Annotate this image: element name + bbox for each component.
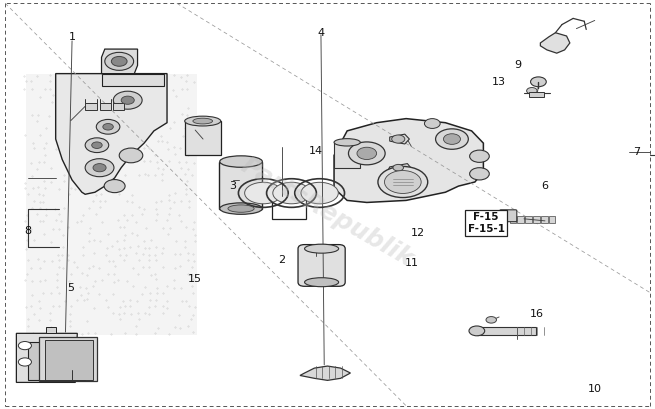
Bar [533,216,540,223]
Circle shape [92,142,102,148]
Text: 5: 5 [67,283,74,293]
Circle shape [113,91,142,109]
Circle shape [384,171,421,193]
Polygon shape [26,74,196,335]
Text: F-15
F-15-1: F-15 F-15-1 [468,212,504,234]
Bar [219,162,262,209]
Bar [549,216,555,223]
Polygon shape [39,337,97,381]
Circle shape [486,317,496,323]
Circle shape [527,88,537,94]
Bar [334,142,360,168]
Text: 6: 6 [542,181,548,191]
Circle shape [357,147,377,160]
Ellipse shape [185,116,221,126]
Circle shape [104,180,125,193]
Circle shape [18,358,31,366]
Circle shape [111,56,127,66]
Bar [477,327,536,335]
Text: 1: 1 [69,32,75,42]
Text: 4: 4 [318,28,324,38]
Text: 13: 13 [492,77,506,87]
Bar [185,121,221,155]
FancyBboxPatch shape [298,245,345,286]
Circle shape [119,148,143,163]
Polygon shape [45,340,93,380]
Polygon shape [390,134,409,144]
Circle shape [531,77,546,87]
Text: 2: 2 [278,255,285,265]
Ellipse shape [334,139,360,146]
Ellipse shape [245,182,282,204]
Polygon shape [540,33,570,53]
Text: 7: 7 [633,147,640,157]
Text: PartsRepublik: PartsRepublik [237,153,418,272]
Ellipse shape [272,182,310,204]
Polygon shape [102,49,138,74]
Circle shape [424,119,440,128]
Circle shape [470,168,489,180]
FancyBboxPatch shape [500,210,517,222]
Circle shape [105,52,134,70]
Text: 15: 15 [188,274,202,284]
Circle shape [85,138,109,153]
Text: 14: 14 [309,146,323,156]
Bar [510,216,516,223]
Text: 10: 10 [588,384,602,393]
Circle shape [392,135,405,143]
Circle shape [443,134,460,144]
Circle shape [18,342,31,350]
Text: 8: 8 [24,226,31,236]
Polygon shape [28,342,73,380]
Polygon shape [16,333,77,382]
Circle shape [469,326,485,336]
Ellipse shape [193,118,212,124]
Polygon shape [300,366,350,380]
Text: 11: 11 [404,258,419,267]
Bar [525,216,532,223]
Polygon shape [46,327,56,333]
Circle shape [96,119,120,134]
Circle shape [93,164,106,172]
Polygon shape [113,103,124,110]
Circle shape [121,96,134,104]
Bar [517,216,524,223]
Bar [529,92,544,97]
Text: 3: 3 [229,181,236,191]
Text: 12: 12 [411,228,425,238]
Polygon shape [56,74,167,194]
Text: 9: 9 [514,61,521,70]
Polygon shape [85,103,97,110]
Circle shape [393,164,403,171]
Ellipse shape [220,156,262,167]
Polygon shape [334,119,483,202]
Ellipse shape [220,203,262,214]
Ellipse shape [228,205,254,212]
Ellipse shape [301,182,338,204]
Polygon shape [102,74,164,86]
Circle shape [378,166,428,198]
Text: 16: 16 [530,309,544,319]
Circle shape [85,159,114,177]
Bar [272,198,306,219]
Circle shape [436,129,468,149]
Polygon shape [388,164,411,174]
Circle shape [348,142,385,165]
Ellipse shape [305,278,339,287]
Circle shape [103,124,113,130]
Polygon shape [100,103,111,110]
Circle shape [470,150,489,162]
Bar [541,216,548,223]
Ellipse shape [305,244,339,253]
